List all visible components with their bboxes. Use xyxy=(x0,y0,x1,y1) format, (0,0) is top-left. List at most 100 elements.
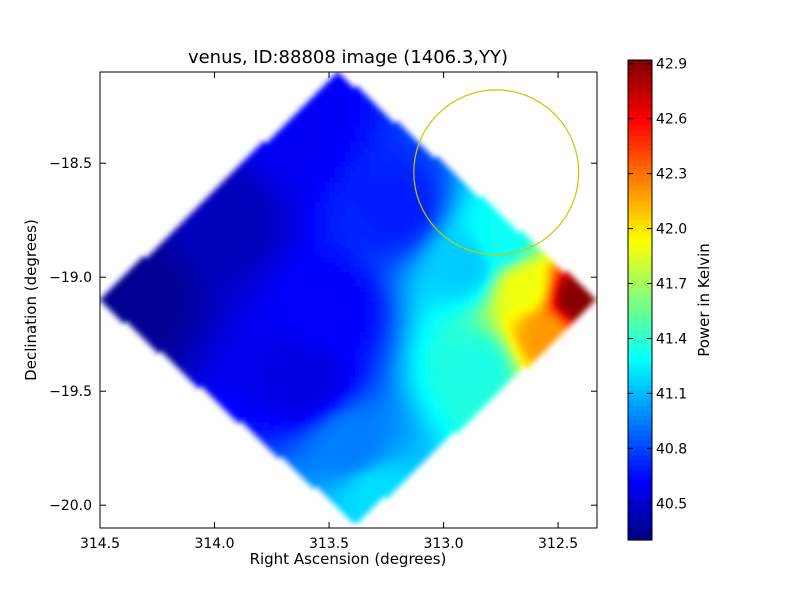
heatmap-cell xyxy=(315,202,321,208)
heatmap-cell xyxy=(340,92,346,98)
heatmap-cell xyxy=(225,242,231,248)
heatmap-cell xyxy=(465,407,471,413)
heatmap-cell xyxy=(215,307,221,313)
heatmap-cell xyxy=(330,217,336,223)
heatmap-cell xyxy=(280,202,286,208)
heatmap-cell xyxy=(530,312,536,318)
heatmap-cell xyxy=(465,302,471,308)
heatmap-cell xyxy=(420,327,426,333)
heatmap-cell xyxy=(450,392,456,398)
heatmap-cell xyxy=(425,292,431,298)
heatmap-cell xyxy=(365,327,371,333)
heatmap-cell xyxy=(260,352,266,358)
heatmap-cell xyxy=(455,387,461,393)
heatmap-cell xyxy=(315,332,321,338)
heatmap-cell xyxy=(440,162,446,168)
heatmap-cell xyxy=(380,487,386,493)
heatmap-cell xyxy=(420,362,426,368)
heatmap-cell xyxy=(310,472,316,478)
heatmap-cell xyxy=(295,262,301,268)
heatmap-cell xyxy=(275,167,281,173)
heatmap-cell xyxy=(240,232,246,238)
heatmap-cell xyxy=(365,477,371,483)
heatmap-cell xyxy=(400,467,406,473)
heatmap-cell xyxy=(230,337,236,343)
heatmap-cell xyxy=(415,302,421,308)
colorbar-band xyxy=(628,105,652,111)
heatmap-cell xyxy=(470,227,476,233)
heatmap-cell xyxy=(420,387,426,393)
heatmap-cell xyxy=(145,307,151,313)
heatmap-cell xyxy=(295,332,301,338)
heatmap-cell xyxy=(435,202,441,208)
heatmap-cell xyxy=(520,282,526,288)
heatmap-cell xyxy=(385,347,391,353)
colorbar-band xyxy=(628,130,652,136)
heatmap-cell xyxy=(205,312,211,318)
heatmap-cell xyxy=(225,282,231,288)
heatmap-cell xyxy=(300,342,306,348)
heatmap-cell xyxy=(380,277,386,283)
heatmap-cell xyxy=(350,462,356,468)
heatmap-cell xyxy=(550,277,556,283)
heatmap-cell xyxy=(355,307,361,313)
heatmap-cell xyxy=(405,347,411,353)
heatmap-cell xyxy=(460,407,466,413)
heatmap-cell xyxy=(205,302,211,308)
heatmap-cell xyxy=(260,152,266,158)
heatmap-cell xyxy=(445,392,451,398)
heatmap-cell xyxy=(345,357,351,363)
colorbar-band xyxy=(628,275,652,281)
heatmap-cell xyxy=(455,262,461,268)
heatmap-cell xyxy=(350,477,356,483)
heatmap-cell xyxy=(275,172,281,178)
heatmap-cell xyxy=(305,242,311,248)
heatmap-cell xyxy=(335,427,341,433)
heatmap-cell xyxy=(445,317,451,323)
heatmap-cell xyxy=(380,457,386,463)
heatmap-cell xyxy=(430,282,436,288)
heatmap-cell xyxy=(300,367,306,373)
heatmap-cell xyxy=(340,207,346,213)
heatmap-cell xyxy=(290,167,296,173)
heatmap-cell xyxy=(330,467,336,473)
heatmap-cell xyxy=(400,267,406,273)
heatmap-cell xyxy=(335,472,341,478)
heatmap-cell xyxy=(555,282,561,288)
colorbar-band xyxy=(628,260,652,266)
heatmap-cell xyxy=(165,332,171,338)
heatmap-cell xyxy=(275,362,281,368)
heatmap-cell xyxy=(340,127,346,133)
heatmap-cell xyxy=(275,352,281,358)
heatmap-cell xyxy=(295,187,301,193)
heatmap-cell xyxy=(310,427,316,433)
heatmap-cell xyxy=(320,242,326,248)
heatmap-cell xyxy=(255,167,261,173)
heatmap-cell xyxy=(435,427,441,433)
heatmap-cell xyxy=(365,242,371,248)
heatmap-cell xyxy=(335,247,341,253)
heatmap-cell xyxy=(340,102,346,108)
heatmap-cell xyxy=(210,307,216,313)
heatmap-cell xyxy=(360,317,366,323)
heatmap-cell xyxy=(285,167,291,173)
heatmap-cell xyxy=(385,367,391,373)
heatmap-cell xyxy=(300,472,306,478)
heatmap-cell xyxy=(345,147,351,153)
heatmap-cell xyxy=(125,272,131,278)
heatmap-cell xyxy=(390,442,396,448)
heatmap-cell xyxy=(420,447,426,453)
heatmap-cell xyxy=(480,267,486,273)
colorbar-band xyxy=(628,340,652,346)
heatmap-cell xyxy=(480,197,486,203)
heatmap-cell xyxy=(285,402,291,408)
heatmap-cell xyxy=(340,112,346,118)
heatmap-cell xyxy=(395,307,401,313)
heatmap-cell xyxy=(325,297,331,303)
heatmap-cell xyxy=(520,337,526,343)
heatmap-cell xyxy=(355,392,361,398)
heatmap-cell xyxy=(425,347,431,353)
heatmap-cell xyxy=(380,192,386,198)
heatmap-cell xyxy=(335,182,341,188)
heatmap-cell xyxy=(515,262,521,268)
